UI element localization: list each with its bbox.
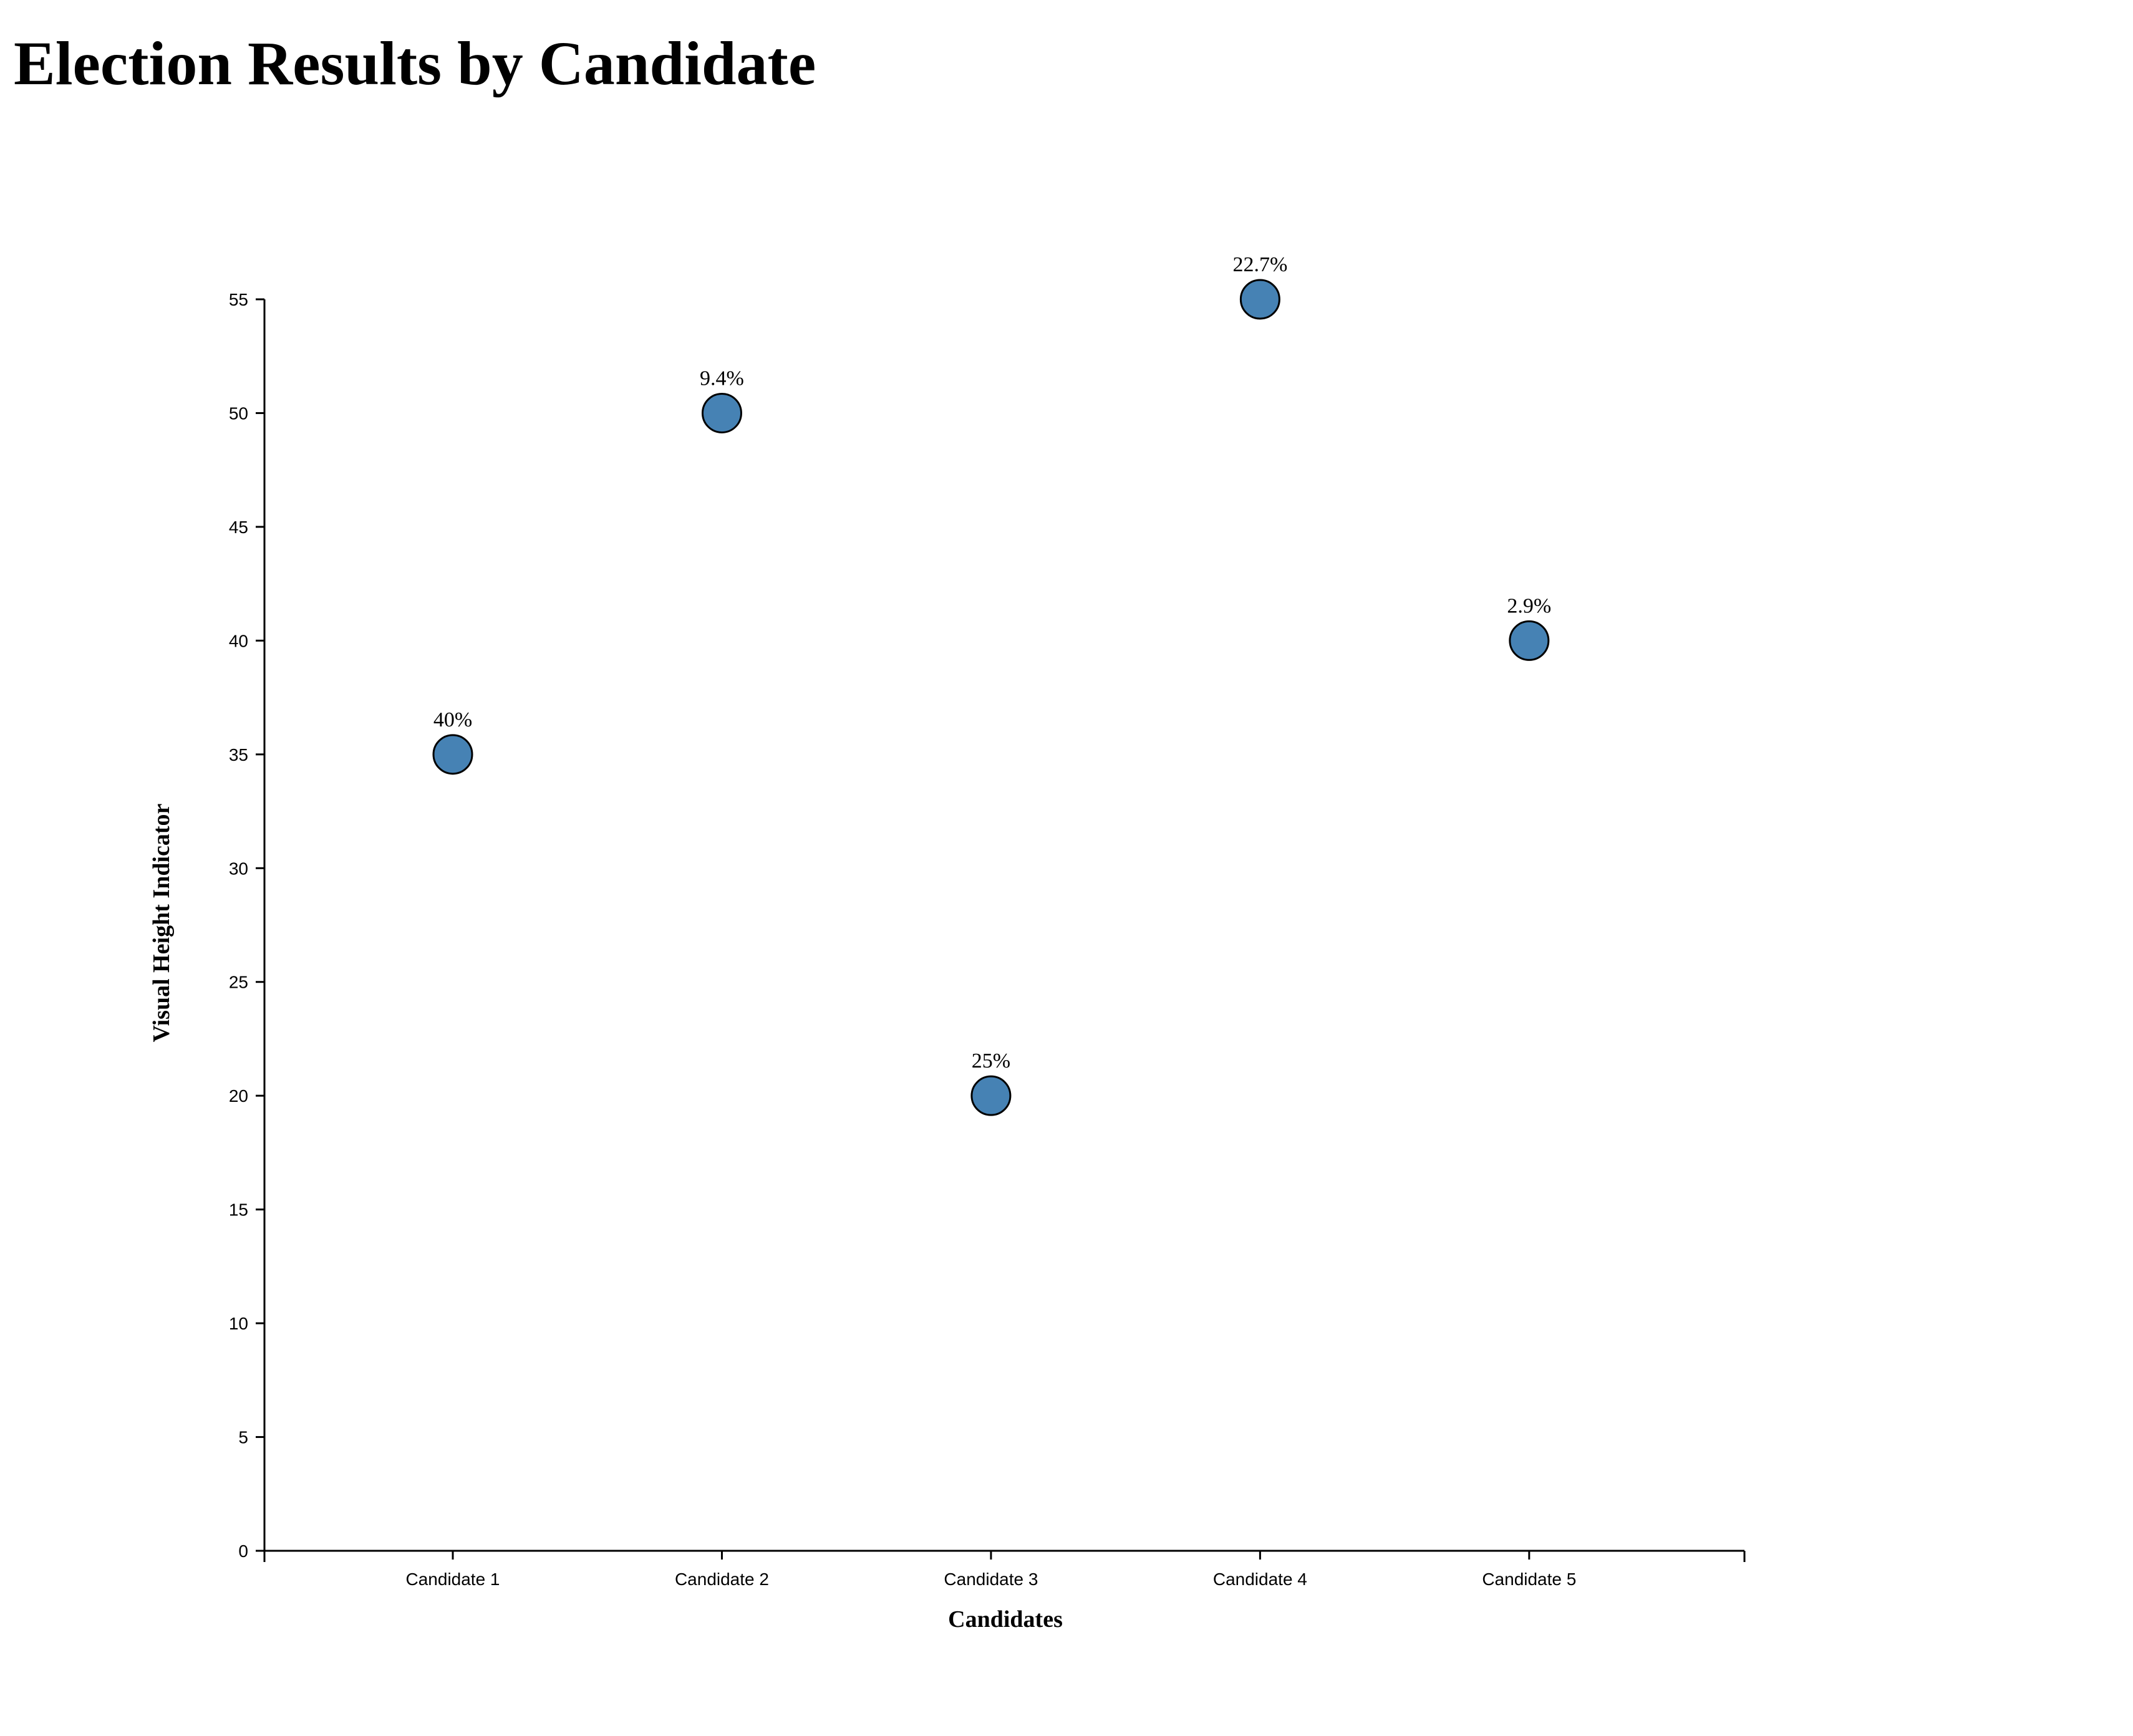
x-tick-label: Candidate 1 [406, 1570, 500, 1589]
y-tick-label: 25 [229, 973, 248, 992]
x-tick-label: Candidate 2 [675, 1570, 769, 1589]
x-axis: Candidate 1 Candidate 2 Candidate 3 Candida… [263, 1550, 1746, 1589]
y-tick-label: 5 [238, 1428, 248, 1447]
data-point [1509, 620, 1550, 661]
y-axis: 0 5 10 15 20 25 30 35 40 45 50 55 [229, 290, 266, 1561]
x-tick-label: Candidate 3 [944, 1570, 1038, 1589]
data-points: 40% 9.4% 25% 22.7% 2.9% [432, 253, 1551, 1116]
y-tick-label: 0 [238, 1541, 248, 1561]
x-tick-label: Candidate 5 [1482, 1570, 1576, 1589]
data-label: 9.4% [700, 367, 744, 390]
y-tick-label: 45 [229, 518, 248, 537]
y-tick-label: 35 [229, 745, 248, 764]
x-axis-title: Candidates [948, 1606, 1063, 1632]
data-label: 40% [433, 708, 472, 731]
data-label: 2.9% [1507, 594, 1551, 617]
y-tick-label: 10 [229, 1314, 248, 1333]
y-tick-label: 20 [229, 1086, 248, 1106]
y-axis-title: Visual Height Indicator [148, 803, 175, 1042]
y-tick-label: 40 [229, 631, 248, 650]
y-tick-label: 55 [229, 290, 248, 309]
y-tick-label: 15 [229, 1200, 248, 1220]
y-tick-label: 50 [229, 403, 248, 423]
y-tick-label: 30 [229, 859, 248, 878]
data-label: 22.7% [1232, 253, 1287, 276]
chart-title: Election Results by Candidate [14, 29, 816, 98]
data-point [1239, 279, 1280, 320]
data-point [701, 392, 742, 433]
x-tick-label: Candidate 4 [1213, 1570, 1307, 1589]
data-label: 25% [972, 1049, 1010, 1073]
data-point [432, 734, 473, 775]
data-point [970, 1075, 1012, 1116]
